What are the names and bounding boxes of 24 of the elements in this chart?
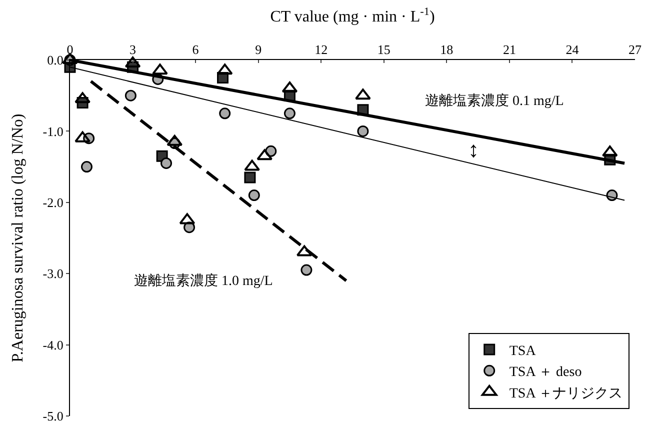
y-axis-title: P.Aeruginosa survival ratio (log N/No) — [10, 114, 27, 362]
x-tick-label: 21 — [502, 42, 516, 57]
x-tick-label: 24 — [566, 42, 580, 57]
y-tick-label: -5.0 — [42, 408, 64, 424]
x-tick-label: 9 — [255, 42, 262, 57]
x-tick-label: 15 — [377, 42, 390, 57]
x-tick-label: 12 — [314, 42, 328, 57]
annotation: 遊離塩素濃度 0.1 mg/L — [425, 93, 564, 109]
legend-label: TSA — [509, 344, 537, 359]
y-tick-label: -1.0 — [42, 124, 64, 139]
x-tick-label: 18 — [440, 42, 454, 57]
annotation: ↕ — [468, 137, 479, 162]
x-tick-label: 6 — [192, 42, 200, 57]
legend-label: TSA ＋ deso — [509, 365, 582, 380]
y-tick-label: -3.0 — [42, 266, 64, 282]
y-tick-label: -2.0 — [42, 194, 64, 210]
legend-label: TSA ＋ナリジクス — [509, 386, 623, 402]
x-tick-label: 0 — [66, 42, 74, 57]
annotation: 遊離塩素濃度 1.0 mg/L — [134, 273, 273, 289]
y-tick-label: -4.0 — [42, 337, 64, 352]
x-tick-label: 3 — [130, 42, 136, 57]
x-axis-title: CT value (mg · min · L$^{-1}$) — [270, 6, 435, 26]
y-tick-label: 0.0 — [47, 52, 64, 68]
x-tick-label: 27 — [628, 42, 642, 57]
